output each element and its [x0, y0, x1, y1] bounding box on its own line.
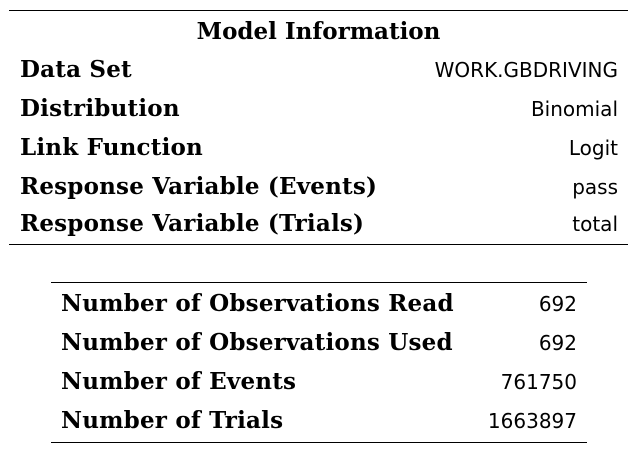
row-value: 692 — [538, 291, 577, 316]
row-value: 692 — [538, 330, 577, 355]
model-row-distribution: Distribution Binomial — [9, 89, 628, 128]
row-value: total — [572, 211, 618, 236]
obs-row-observations-read: Number of Observations Read 692 — [51, 284, 587, 323]
row-value: pass — [572, 174, 618, 199]
obs-row-observations-used: Number of Observations Used 692 — [51, 323, 587, 362]
row-label: Distribution — [20, 95, 180, 122]
row-value: WORK.GBDRIVING — [434, 57, 618, 82]
row-label: Response Variable (Trials) — [20, 210, 365, 237]
row-value: 761750 — [500, 369, 577, 394]
row-value: Binomial — [530, 96, 618, 121]
model-row-response-trials: Response Variable (Trials) total — [9, 206, 628, 244]
row-value: Logit — [568, 135, 618, 160]
model-row-data-set: Data Set WORK.GBDRIVING — [9, 50, 628, 89]
obs-row-trials: Number of Trials 1663897 — [51, 401, 587, 440]
row-label: Number of Trials — [61, 407, 284, 434]
row-label: Number of Events — [61, 368, 297, 395]
row-label: Number of Observations Read — [61, 290, 454, 317]
row-label: Number of Observations Used — [61, 329, 453, 356]
row-label: Data Set — [20, 56, 132, 83]
row-label: Link Function — [20, 134, 203, 161]
observations-table: Number of Observations Read 692 Number o… — [51, 282, 587, 443]
model-row-response-events: Response Variable (Events) pass — [9, 167, 628, 206]
model-row-link-function: Link Function Logit — [9, 128, 628, 167]
obs-row-events: Number of Events 761750 — [51, 362, 587, 401]
model-information-title: Model Information — [196, 18, 441, 45]
row-value: 1663897 — [487, 408, 577, 433]
row-label: Response Variable (Events) — [20, 173, 378, 200]
model-information-table: Model Information Data Set WORK.GBDRIVIN… — [9, 10, 628, 245]
